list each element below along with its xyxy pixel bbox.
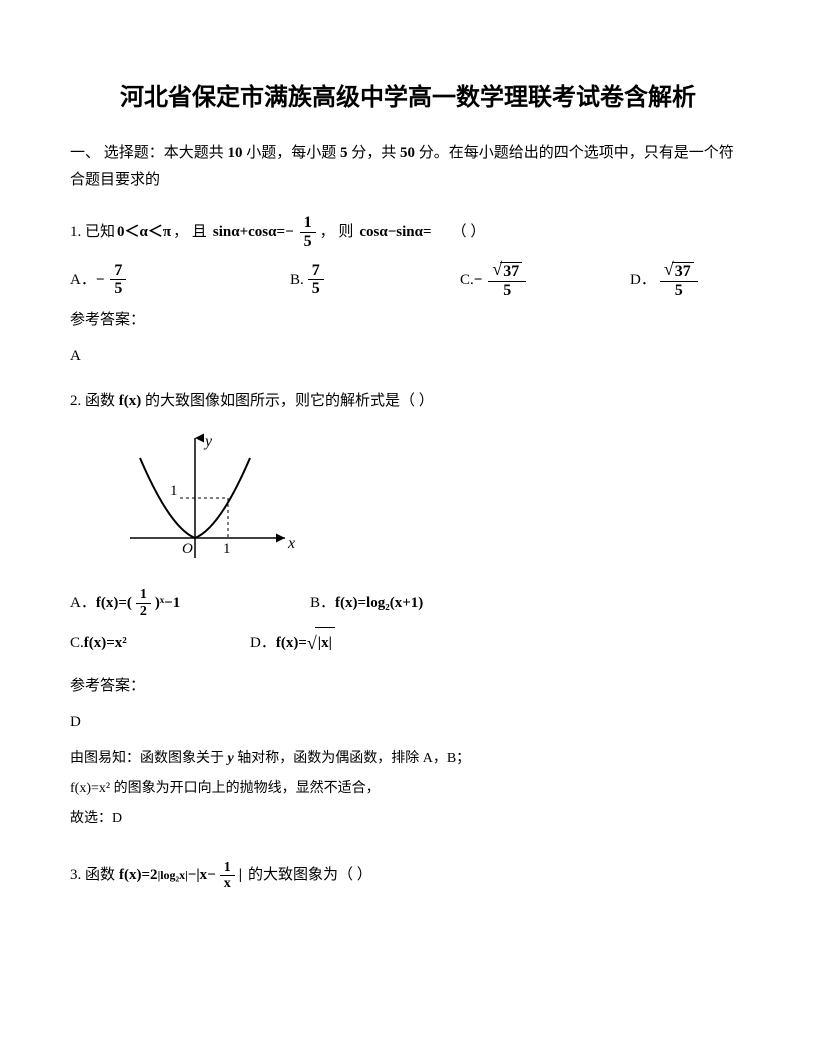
question-3: 3. 函数 f(x)=2 |log₂x| −|x− 1 x | 的大致图象为（ … [70, 859, 746, 892]
q1-label: 1. 已知 [70, 216, 115, 249]
q2-optD-sqrt: √|x| [307, 625, 335, 661]
section-header: 一、 选择题：本大题共 10 小题，每小题 5 分，共 50 分。在每小题给出的… [70, 140, 746, 194]
q1-optB-num: 7 [308, 262, 324, 281]
q1-result: cosα−sinα= [359, 216, 431, 249]
q1-optB-frac: 7 5 [308, 262, 324, 298]
q2-exp3: 故选：D [70, 805, 746, 833]
q1-frac: 1 5 [300, 214, 316, 250]
q1-paren: （ ） [452, 216, 486, 249]
q3-frac: 1 x [220, 860, 235, 892]
q2-optB-label: B． [310, 588, 335, 618]
q3-frac-num: 1 [220, 860, 235, 876]
q1-frac-num: 1 [300, 214, 316, 233]
q2-exp1-pre: 由图易知：函数图象关于 [70, 751, 228, 766]
q2-optA-den: 2 [136, 604, 151, 619]
section-mid2: 分，共 [348, 145, 401, 161]
q3-label: 3. 函数 [70, 859, 115, 892]
q2-optA-num: 1 [136, 587, 151, 603]
section-prefix: 一、 选择题：本大题共 [70, 145, 228, 161]
q1-optD-num: √37 [660, 260, 698, 282]
page-title: 河北省保定市满族高级中学高一数学理联考试卷含解析 [70, 80, 746, 116]
q2-exp1-suf: 轴对称，函数为偶函数，排除 A，B； [234, 751, 470, 766]
q2-optA-math: f(x)=( [96, 588, 132, 618]
q2-optD-label: D． [250, 628, 276, 658]
svg-text:1: 1 [223, 541, 231, 557]
q2-options-row1: A． f(x)=( 1 2 )ˣ−1 B． f(x)=log₂(x+1) [70, 587, 746, 619]
q1-optD-label: D． [630, 265, 656, 295]
q2-optB-math: f(x)=log₂(x+1) [335, 588, 423, 618]
per-score: 5 [340, 145, 348, 161]
q1-neg: − [285, 216, 294, 249]
q2-optC-math: f(x)=x² [84, 628, 127, 658]
q3-exp: |log₂x| [158, 862, 188, 888]
q2-exp1: 由图易知：函数图象关于 y 轴对称，函数为偶函数，排除 A，B； [70, 745, 746, 773]
q2-exp2: f(x)=x² 的图象为开口向上的抛物线，显然不适合， [70, 775, 746, 803]
q2-optA-label: A． [70, 588, 96, 618]
q3-suffix: | [239, 859, 242, 892]
q1-optD-den: 5 [671, 282, 687, 300]
svg-text:O: O [182, 541, 193, 557]
q1-optA-label: A． [70, 265, 96, 295]
q2-mid: 的大致图像如图所示，则它的解析式是（ ） [145, 393, 434, 409]
section-mid1: 小题，每小题 [243, 145, 341, 161]
q1-optA-den: 5 [110, 280, 126, 298]
question-1: 1. 已知 0＜α＜π ， 且 sinα+cosα= − 1 5 ， 则 cos… [70, 214, 746, 250]
q1-mid2: ， 则 [320, 216, 354, 249]
q3-mid: −|x− [188, 859, 216, 892]
q1-optC-num: √37 [488, 260, 526, 282]
q1-answer: A [70, 341, 746, 371]
q3-frac-den: x [220, 876, 235, 891]
q2-optA-frac: 1 2 [136, 587, 151, 619]
q1-optC-den: 5 [499, 282, 515, 300]
question-count: 10 [228, 145, 243, 161]
svg-text:1: 1 [170, 483, 178, 499]
q3-func-pre: f(x)=2 [119, 859, 158, 892]
q1-optB-label: B. [290, 265, 304, 295]
q2-options-row2: C. f(x)=x² D． f(x)= √|x| [70, 625, 746, 661]
q1-cond: 0＜α＜π [117, 216, 171, 249]
q2-optD-math: f(x)= [276, 628, 307, 658]
q1-optB-den: 5 [308, 280, 324, 298]
q1-mid1: ， 且 [173, 216, 207, 249]
q1-optA-neg: − [96, 265, 105, 295]
q2-func: f(x) [119, 393, 142, 409]
q3-tail: 的大致图象为（ ） [248, 859, 372, 892]
svg-text:y: y [203, 433, 213, 450]
q1-optD-frac: √37 5 [660, 260, 698, 299]
q1-ref-answer-label: 参考答案： [70, 305, 746, 335]
q1-optC-frac: √37 5 [488, 260, 526, 299]
q1-frac-den: 5 [300, 233, 316, 251]
question-2: 2. 函数 f(x) 的大致图像如图所示，则它的解析式是（ ） [70, 385, 746, 418]
q1-optC-label: C. [460, 265, 474, 295]
q1-options: A． − 7 5 B. 7 5 C. − √37 5 D． √37 5 [70, 260, 746, 299]
q1-optA-num: 7 [110, 262, 126, 281]
total-score: 50 [400, 145, 415, 161]
q2-ref-answer-label: 参考答案： [70, 671, 746, 701]
q2-graph: y x O 1 1 [120, 428, 746, 573]
q1-optC-neg: − [474, 265, 483, 295]
q2-answer: D [70, 707, 746, 737]
q1-optA-frac: 7 5 [110, 262, 126, 298]
q2-optA-suffix: )ˣ−1 [155, 588, 180, 618]
svg-text:x: x [287, 535, 295, 552]
q2-label: 2. 函数 [70, 393, 115, 409]
q2-optC-label: C. [70, 628, 84, 658]
q1-eq-left: sinα+cosα= [213, 216, 285, 249]
